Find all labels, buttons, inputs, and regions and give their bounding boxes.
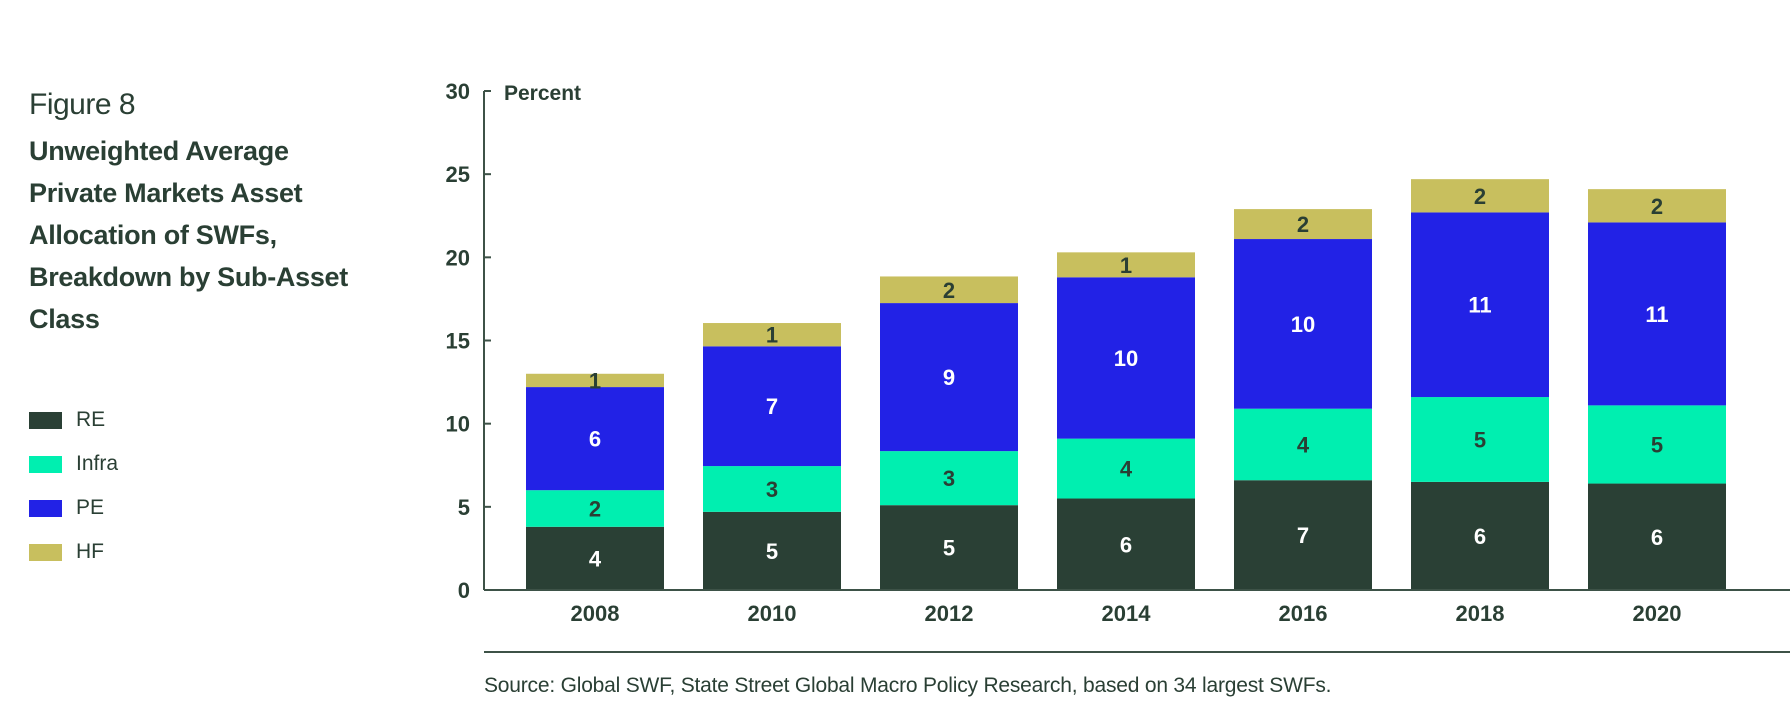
figure-label: Figure 8	[29, 88, 136, 121]
legend-label-hf: HF	[76, 540, 104, 563]
bar-segment-infra-2008	[526, 490, 664, 527]
data-label-hf-2014: 1	[1120, 253, 1132, 278]
legend-label-re: RE	[76, 408, 106, 431]
legend-swatch-re	[29, 411, 62, 429]
data-label-re-2016: 7	[1297, 523, 1309, 548]
legend-item-hf: HF	[29, 530, 118, 574]
data-label-infra-2020: 5	[1651, 432, 1663, 457]
legend-item-pe: PE	[29, 486, 118, 530]
x-tick-label: 2008	[571, 601, 620, 626]
y-tick-label: 30	[446, 79, 470, 104]
bar-segment-hf-2008	[526, 373, 664, 388]
y-tick-label: 25	[446, 162, 470, 187]
legend-item-re: RE	[29, 398, 118, 442]
y-tick-label: 15	[446, 329, 470, 354]
data-label-pe-2010: 7	[766, 394, 778, 419]
data-label-hf-2012: 2	[943, 278, 955, 303]
legend-swatch-pe	[29, 499, 62, 517]
bar-group-2018: 6 5 11 2	[1411, 179, 1549, 590]
bar-segment-re-2016	[1234, 480, 1372, 590]
bar-segment-hf-2010	[703, 323, 841, 347]
legend-swatch-hf	[29, 543, 62, 561]
data-label-pe-2020: 11	[1645, 302, 1668, 327]
data-label-re-2010: 5	[766, 539, 778, 564]
bar-group-2014: 6 4 10 1	[1057, 252, 1195, 590]
data-label-re-2018: 6	[1474, 524, 1486, 549]
y-axis-label: Percent	[504, 82, 581, 105]
bar-group-2008: 4 2 6 1	[526, 368, 664, 590]
x-tick-label: 2018	[1456, 601, 1505, 626]
bar-segment-hf-2018	[1411, 179, 1549, 213]
x-tick-label: 2012	[925, 601, 974, 626]
bar-segment-re-2008	[526, 526, 664, 590]
data-label-infra-2010: 3	[766, 477, 778, 502]
bar-segment-hf-2012	[880, 276, 1018, 304]
y-tick-label: 5	[458, 495, 470, 520]
bar-segment-infra-2014	[1057, 438, 1195, 499]
bar-segment-re-2014	[1057, 498, 1195, 590]
legend: RE Infra PE HF	[29, 398, 118, 574]
legend-swatch-infra	[29, 455, 62, 473]
x-tick-label: 2020	[1633, 601, 1682, 626]
data-label-re-2020: 6	[1651, 525, 1663, 550]
data-label-infra-2008: 2	[589, 496, 601, 521]
data-label-pe-2016: 10	[1291, 312, 1315, 337]
source-divider	[484, 651, 1790, 653]
x-tick-label: 2010	[748, 601, 797, 626]
data-label-pe-2014: 10	[1114, 346, 1138, 371]
bar-segment-infra-2016	[1234, 408, 1372, 481]
legend-label-infra: Infra	[76, 452, 119, 475]
x-tick-label: 2014	[1102, 601, 1152, 626]
y-axis: 0 5 10 15 20 25 30 Percent	[446, 79, 582, 603]
bar-segment-pe-2018	[1411, 212, 1549, 398]
bar-segment-re-2010	[703, 511, 841, 590]
y-tick-label: 10	[446, 412, 470, 437]
bar-segment-pe-2010	[703, 346, 841, 467]
figure-title: Unweighted Average Private Markets Asset…	[29, 136, 348, 334]
bar-group-2012: 5 3 9 2	[880, 276, 1018, 590]
bar-segment-pe-2016	[1234, 239, 1372, 409]
data-label-hf-2008: 1	[589, 368, 601, 393]
data-label-hf-2016: 2	[1297, 212, 1309, 237]
data-label-pe-2008: 6	[589, 427, 601, 452]
legend-label-pe: PE	[76, 496, 105, 519]
bar-segment-infra-2018	[1411, 397, 1549, 482]
data-label-hf-2010: 1	[766, 323, 778, 348]
data-label-infra-2016: 4	[1297, 432, 1310, 457]
bar-group-2020: 6 5 11 2	[1588, 189, 1726, 590]
data-label-re-2008: 4	[589, 546, 602, 571]
bar-segment-pe-2012	[880, 303, 1018, 452]
bar-segment-infra-2010	[703, 466, 841, 512]
data-label-hf-2020: 2	[1651, 194, 1663, 219]
data-label-infra-2012: 3	[943, 466, 955, 491]
bar-segment-hf-2014	[1057, 252, 1195, 278]
data-label-infra-2014: 4	[1120, 457, 1133, 482]
x-tick-label: 2016	[1279, 601, 1328, 626]
bar-segment-pe-2020	[1588, 222, 1726, 406]
bar-segment-re-2018	[1411, 481, 1549, 590]
data-label-re-2012: 5	[943, 536, 955, 561]
source-note: Source: Global SWF, State Street Global …	[484, 674, 1332, 697]
data-label-re-2014: 6	[1120, 532, 1132, 557]
data-label-pe-2018: 11	[1468, 293, 1491, 318]
bar-segment-infra-2012	[880, 451, 1018, 506]
data-label-hf-2018: 2	[1474, 184, 1486, 209]
bars: 4 2 6 1 5 3 7 1 5 3 9 2 6 4 10 1 7 4 10 2 6 5 11 2 6 5 11 2	[526, 179, 1726, 590]
bar-segment-infra-2020	[1588, 405, 1726, 484]
bar-segment-re-2012	[880, 505, 1018, 590]
bar-segment-hf-2016	[1234, 209, 1372, 240]
y-tick-label: 20	[446, 245, 470, 270]
x-axis: 2008 2010 2012 2014 2016 2018 2020	[484, 589, 1790, 626]
bar-segment-hf-2020	[1588, 189, 1726, 223]
data-label-pe-2012: 9	[943, 365, 955, 390]
bar-group-2016: 7 4 10 2	[1234, 209, 1372, 590]
bar-segment-re-2020	[1588, 483, 1726, 590]
legend-item-infra: Infra	[29, 442, 118, 486]
y-tick-label: 0	[458, 578, 470, 603]
data-label-infra-2018: 5	[1474, 427, 1486, 452]
bar-segment-pe-2014	[1057, 277, 1195, 439]
bar-group-2010: 5 3 7 1	[703, 323, 841, 590]
bar-segment-pe-2008	[526, 387, 664, 491]
